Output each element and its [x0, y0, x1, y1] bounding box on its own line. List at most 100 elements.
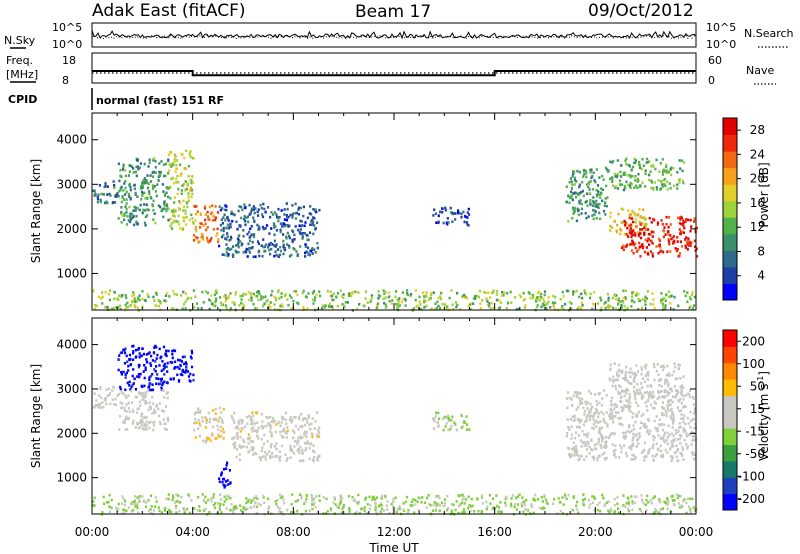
heatmap-cell	[691, 307, 694, 310]
heatmap-cell	[451, 512, 454, 515]
heatmap-cell	[606, 196, 609, 199]
heatmap-cell	[612, 375, 615, 379]
heatmap-cell	[603, 302, 606, 306]
heatmap-cell	[602, 209, 606, 213]
heatmap-cell	[426, 496, 429, 500]
heatmap-cell	[161, 360, 164, 363]
heatmap-cell	[639, 232, 642, 235]
heatmap-cell	[638, 231, 641, 234]
heatmap-cell	[270, 435, 273, 438]
heatmap-cell	[200, 222, 203, 225]
heatmap-cell	[285, 459, 288, 462]
heatmap-cell	[463, 502, 466, 505]
heatmap-cell	[304, 221, 307, 224]
heatmap-cell	[634, 397, 637, 401]
heatmap-cell	[222, 503, 225, 507]
heatmap-cell	[301, 449, 304, 453]
heatmap-cell	[180, 495, 183, 499]
heatmap-cell	[238, 205, 241, 208]
heatmap-cell	[358, 512, 361, 515]
heatmap-cell	[258, 456, 261, 459]
heatmap-cell	[92, 500, 95, 503]
heatmap-cell	[620, 396, 623, 399]
heatmap-cell	[676, 236, 679, 239]
heatmap-cell	[634, 242, 637, 245]
heatmap-cell	[604, 166, 607, 170]
heatmap-cell	[656, 223, 659, 226]
heatmap-cell	[181, 153, 184, 156]
heatmap-cell	[266, 452, 269, 456]
heatmap-cell	[97, 295, 100, 299]
heatmap-cell	[565, 185, 568, 188]
heatmap-cell	[624, 405, 627, 408]
heatmap-cell	[595, 168, 598, 171]
heatmap-cell	[680, 504, 683, 507]
heatmap-cell	[348, 507, 351, 510]
heatmap-cell	[590, 168, 593, 172]
heatmap-cell	[117, 368, 120, 372]
heatmap-cell	[190, 365, 194, 369]
heatmap-cell	[108, 192, 111, 196]
heatmap-cell	[310, 212, 313, 216]
heatmap-cell	[135, 165, 138, 169]
heatmap-cell	[673, 451, 676, 454]
heatmap-cell	[647, 178, 651, 182]
heatmap-cell	[529, 296, 532, 300]
heatmap-cell	[184, 361, 188, 364]
heatmap-cell	[127, 305, 130, 309]
heatmap-cell	[665, 411, 668, 415]
heatmap-cell	[312, 298, 315, 302]
time-axis-label: Time UT	[368, 541, 419, 554]
heatmap-cell	[642, 164, 645, 167]
heatmap-cell	[612, 184, 615, 187]
heatmap-cell	[625, 163, 628, 167]
heatmap-cell	[571, 175, 574, 178]
heatmap-cell	[423, 295, 426, 298]
heatmap-cell	[691, 435, 694, 438]
heatmap-cell	[457, 511, 460, 515]
heatmap-cell	[125, 354, 128, 358]
heatmap-cell	[92, 290, 95, 293]
heatmap-cell	[583, 440, 586, 444]
heatmap-cell	[667, 500, 670, 504]
heatmap-cell	[681, 448, 685, 452]
heatmap-cell	[257, 214, 260, 217]
heatmap-cell	[157, 304, 160, 308]
heatmap-cell	[497, 506, 501, 509]
heatmap-cell	[682, 398, 685, 401]
heatmap-cell	[432, 427, 435, 430]
heatmap-cell	[233, 213, 236, 217]
heatmap-cell	[240, 427, 243, 430]
heatmap-cell	[228, 469, 231, 472]
heatmap-cell	[205, 228, 208, 232]
heatmap-cell	[269, 252, 272, 256]
heatmap-cell	[676, 389, 679, 392]
heatmap-cell	[663, 304, 666, 308]
heatmap-cell	[476, 497, 479, 500]
heatmap-cell	[221, 418, 224, 422]
heatmap-cell	[282, 233, 285, 236]
heatmap-cell	[146, 208, 149, 211]
heatmap-cell	[655, 442, 658, 446]
heatmap-cell	[225, 208, 228, 212]
heatmap-cell	[541, 302, 544, 306]
heatmap-cell	[588, 452, 591, 455]
heatmap-cell	[622, 377, 625, 380]
heatmap-cell	[162, 345, 166, 349]
heatmap-cell	[628, 392, 631, 396]
heatmap-cell	[351, 496, 354, 499]
heatmap-cell	[421, 291, 425, 294]
heatmap-cell	[443, 502, 447, 505]
heatmap-cell	[560, 306, 563, 310]
heatmap-cell	[667, 170, 670, 174]
heatmap-cell	[93, 194, 96, 197]
heatmap-cell	[689, 410, 692, 414]
heatmap-cell	[634, 501, 637, 505]
heatmap-cell	[293, 233, 296, 237]
heatmap-cell	[155, 382, 158, 386]
heatmap-cell	[140, 391, 143, 395]
heatmap-cell	[661, 158, 664, 161]
heatmap-cell	[240, 418, 243, 422]
heatmap-cell	[552, 304, 555, 307]
heatmap-cell	[575, 453, 578, 457]
